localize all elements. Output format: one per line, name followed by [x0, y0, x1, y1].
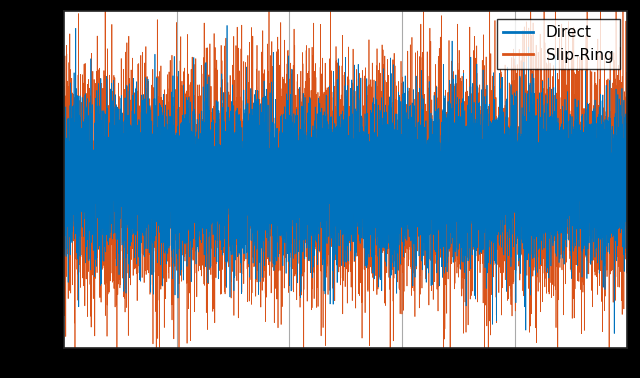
Direct [611, 331, 618, 336]
Direct [83, 164, 91, 169]
Slip-Ring [593, 205, 601, 209]
Slip-Ring [335, 213, 343, 218]
Slip-Ring [60, 238, 68, 243]
Direct [170, 180, 178, 184]
Legend: Direct, Slip-Ring: Direct, Slip-Ring [497, 19, 620, 69]
Line: Direct: Direct [64, 25, 627, 333]
Line: Slip-Ring: Slip-Ring [64, 0, 627, 378]
Direct [63, 206, 70, 210]
Slip-Ring [623, 123, 631, 127]
Slip-Ring [94, 126, 102, 131]
Slip-Ring [83, 121, 91, 125]
Direct [94, 195, 102, 199]
Direct [223, 23, 231, 28]
Direct [623, 152, 631, 156]
Slip-Ring [63, 178, 70, 183]
Direct [593, 161, 601, 166]
Slip-Ring [170, 203, 178, 207]
Direct [335, 152, 343, 157]
Direct [60, 158, 68, 162]
